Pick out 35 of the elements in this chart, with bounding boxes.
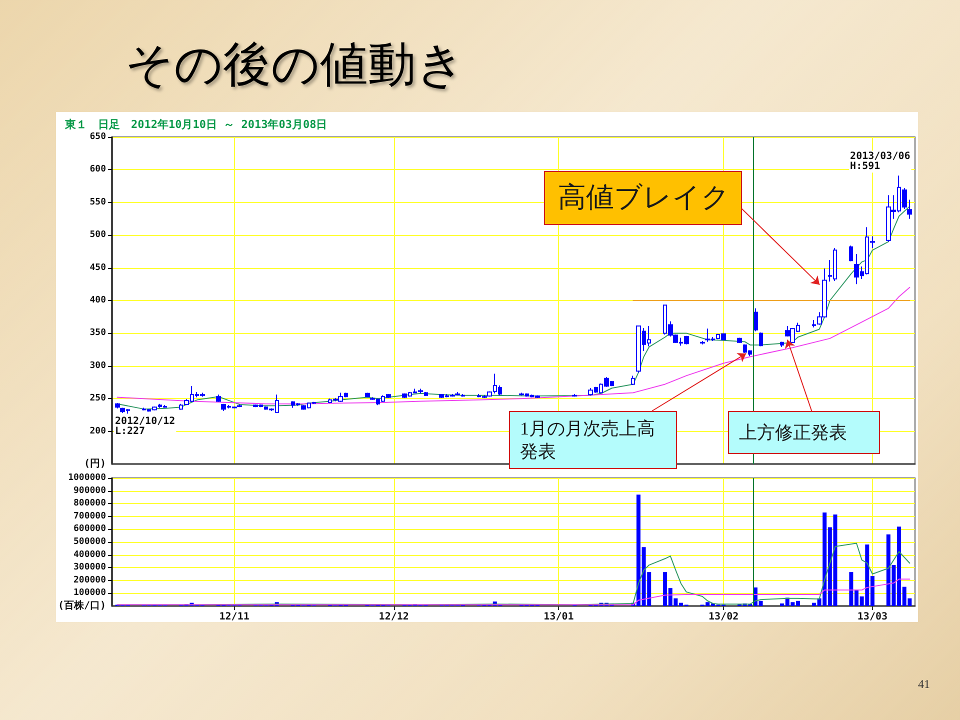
y-tick-label: 700000 bbox=[73, 511, 106, 522]
y-tick-label: 300 bbox=[90, 360, 106, 371]
y-tick-label: 350 bbox=[90, 328, 106, 338]
annotation: 高値ブレイク bbox=[558, 182, 730, 214]
chart-title: その後の値動き bbox=[125, 38, 465, 92]
annotation: 1月の月次売上高発表 bbox=[520, 418, 655, 462]
annotation: 2013/03/06 H:591 bbox=[850, 151, 910, 172]
y-tick-label: 100000 bbox=[73, 588, 106, 598]
x-tick-label: 12/11 bbox=[219, 612, 250, 622]
y-tick-label: 550 bbox=[90, 197, 106, 208]
x-tick-label: 13/03 bbox=[857, 612, 888, 622]
y-tick-label: 1000000 bbox=[68, 473, 106, 483]
y-tick-label: 800000 bbox=[73, 498, 106, 509]
y-tick-label: 500000 bbox=[73, 537, 106, 547]
y-tick-label: 200000 bbox=[73, 575, 106, 586]
y-tick-label: 650 bbox=[90, 132, 106, 142]
y-tick-label: 200 bbox=[90, 426, 106, 436]
y-tick-label: 600000 bbox=[73, 524, 106, 534]
y-tick-label: 250 bbox=[90, 394, 106, 404]
y-tick-label: 450 bbox=[90, 262, 106, 273]
y-tick-label: 400000 bbox=[73, 550, 106, 560]
text: 41 bbox=[918, 677, 930, 691]
y-tick-label: 400 bbox=[90, 296, 106, 306]
x-tick-label: 12/12 bbox=[378, 612, 409, 622]
y-tick-label: 500 bbox=[90, 230, 106, 240]
y-axis-title: (百株/口) bbox=[58, 600, 106, 612]
x-tick-label: 13/02 bbox=[708, 612, 739, 622]
y-tick-label: 600 bbox=[90, 164, 106, 175]
x-tick-label: 13/01 bbox=[544, 612, 574, 622]
annotation: 上方修正発表 bbox=[739, 422, 847, 442]
y-tick-label: 900000 bbox=[73, 486, 106, 496]
y-tick-label: 300000 bbox=[73, 562, 106, 573]
y-axis-title: (円) bbox=[84, 458, 106, 470]
annotation: 2012/10/12 L:227 bbox=[114, 416, 176, 438]
chart-subtitle: 東１ 日足 2012年10月10日 ～ 2013年03月08日 bbox=[64, 118, 328, 131]
